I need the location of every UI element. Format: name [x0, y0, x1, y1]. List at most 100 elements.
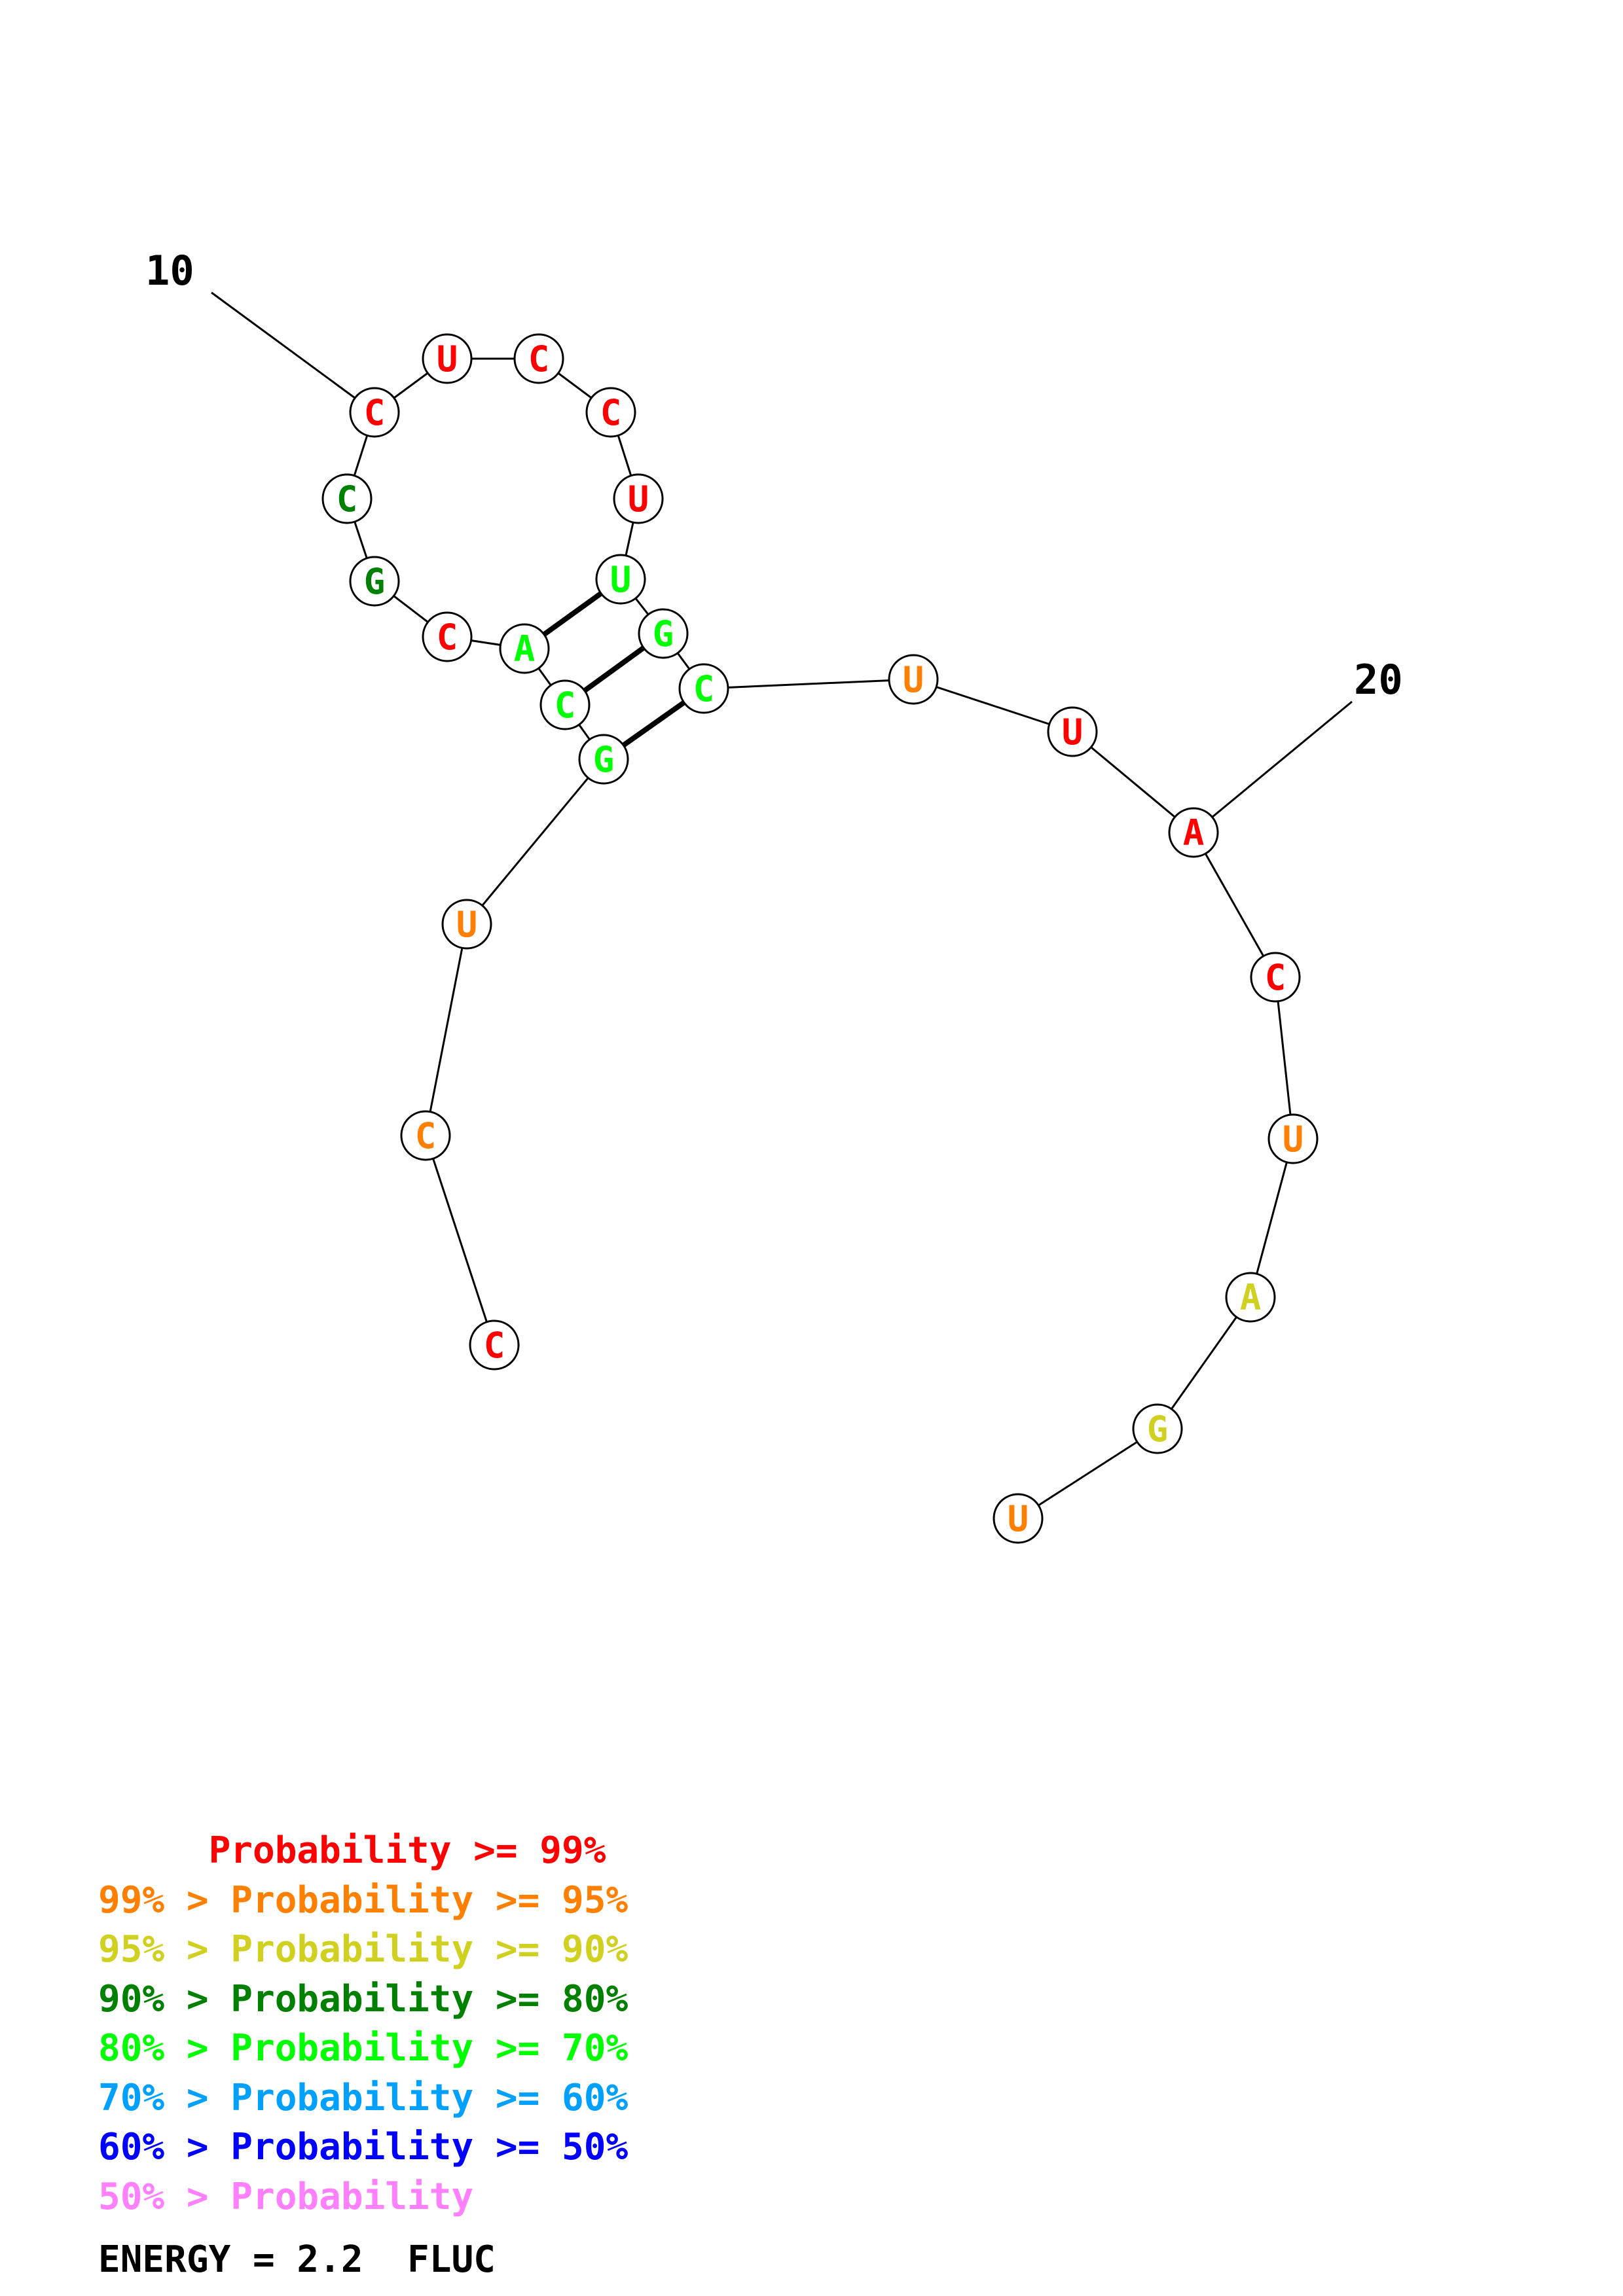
- nucleotide-base: C: [484, 1325, 505, 1366]
- nucleotide: C: [678, 663, 729, 714]
- nucleotide-circle: [513, 333, 564, 384]
- nucleotide-base: U: [610, 559, 632, 600]
- nucleotide-circle: [613, 473, 664, 524]
- nucleotide-base: A: [1183, 812, 1205, 853]
- energy-readout: ENERGY = 2.2 FLUC: [98, 2238, 496, 2281]
- legend-entry: 95% > Probability >= 90%: [98, 1928, 629, 1971]
- nucleotide: G: [1132, 1403, 1183, 1454]
- nucleotide-circle: [422, 333, 473, 384]
- nucleotide-base: U: [1283, 1119, 1304, 1160]
- nucleotide-circle: [595, 554, 646, 605]
- nucleotide-base: U: [1008, 1498, 1029, 1539]
- nucleotide-circle: [1250, 952, 1301, 1003]
- backbone-link: [1156, 1297, 1252, 1429]
- nucleotide-circle: [578, 734, 629, 785]
- position-label-tick: [211, 291, 375, 414]
- nucleotide: C: [539, 679, 591, 730]
- nucleotide: U: [613, 473, 664, 524]
- backbone-link: [424, 1135, 496, 1346]
- legend-entry: 70% > Probability >= 60%: [98, 2076, 629, 2119]
- nucleotide-base: G: [364, 561, 386, 602]
- nucleotide-circle: [1132, 1403, 1183, 1454]
- nucleotide-base: C: [528, 338, 550, 380]
- nucleotide-circle: [585, 387, 636, 438]
- nucleotide-base: C: [1265, 957, 1286, 998]
- nucleotide-base: G: [593, 739, 615, 780]
- nucleotide: G: [638, 608, 689, 659]
- legend-entry: 80% > Probability >= 70%: [98, 2027, 629, 2070]
- nucleotide: C: [422, 611, 473, 662]
- legend-entry: 90% > Probability >= 80%: [98, 1977, 629, 2020]
- nucleotide: C: [585, 387, 636, 438]
- nucleotide: C: [1250, 952, 1301, 1003]
- probability-legend: Probability >= 99% 99% > Probability >= 9…: [98, 1826, 628, 2221]
- base-pair-layer: [522, 577, 706, 762]
- nucleotide-base: C: [555, 685, 576, 726]
- nucleotide: A: [499, 623, 550, 674]
- nucleotide-circle: [349, 556, 400, 607]
- nucleotide-base: A: [514, 628, 536, 670]
- nucleotide-base: U: [456, 904, 478, 945]
- position-label: 10: [145, 247, 194, 295]
- nucleotide: U: [595, 554, 646, 605]
- backbone-link: [1192, 832, 1277, 978]
- nucleotide-base: G: [653, 613, 674, 655]
- nucleotide: G: [349, 556, 400, 607]
- nucleotide: U: [888, 654, 939, 705]
- nucleotide: C: [400, 1110, 451, 1161]
- nucleotide-base: C: [415, 1115, 437, 1157]
- nucleotide-circle: [469, 1319, 520, 1371]
- position-label: 20: [1354, 656, 1403, 704]
- nucleotide-circle: [888, 654, 939, 705]
- nucleotide-circle: [1047, 706, 1098, 757]
- nucleotide-base: C: [437, 617, 458, 658]
- nucleotide-base: U: [1062, 711, 1084, 753]
- legend-entry: Probability >= 99%: [98, 1829, 606, 1872]
- nucleotide-base: U: [437, 338, 458, 380]
- nucleotide-base: U: [628, 478, 649, 520]
- nucleotide-circle: [400, 1110, 451, 1161]
- backbone-link: [1274, 977, 1294, 1139]
- nucleotide: A: [1225, 1272, 1276, 1323]
- nucleotide: U: [993, 1493, 1044, 1544]
- nucleotide: U: [422, 333, 473, 384]
- nucleotide-circle: [499, 623, 550, 674]
- nucleotide-base: C: [600, 392, 622, 433]
- nucleotide-base: C: [337, 478, 358, 520]
- nucleotide-base: C: [364, 392, 386, 433]
- nucleotide-circle: [1267, 1113, 1319, 1164]
- nucleotide: C: [321, 473, 373, 524]
- nucleotide-circle: [678, 663, 729, 714]
- backbone-link: [703, 678, 914, 690]
- nucleotide-circle: [321, 473, 373, 524]
- nucleotide: G: [578, 734, 629, 785]
- legend-entry: 60% > Probability >= 50%: [98, 2126, 629, 2168]
- nucleotide: C: [349, 387, 400, 438]
- nucleotide-base: C: [693, 668, 715, 709]
- position-label-layer: 10 20: [145, 247, 1403, 834]
- nucleotide-circle: [638, 608, 689, 659]
- legend-entry: 99% > Probability >= 95%: [98, 1878, 629, 1922]
- nucleotide-circle: [441, 899, 492, 950]
- nucleotide-circle: [422, 611, 473, 662]
- backbone-link: [913, 678, 1073, 733]
- position-label-tick: [1193, 700, 1353, 834]
- nucleotide: U: [1267, 1113, 1319, 1164]
- nucleotide-base: A: [1240, 1277, 1262, 1318]
- nucleotide-circle: [1168, 807, 1219, 858]
- nucleotide-circle: [1225, 1272, 1276, 1323]
- backbone-link: [1072, 730, 1194, 834]
- backbone-link: [1249, 1138, 1294, 1298]
- nucleotide: C: [469, 1319, 520, 1371]
- nucleotide: C: [513, 333, 564, 384]
- nucleotide: U: [441, 899, 492, 950]
- backbone-link: [1017, 1427, 1158, 1520]
- backbone-link: [424, 924, 468, 1136]
- legend-entry: 50% > Probability: [98, 2175, 474, 2218]
- nucleotide-circle: [993, 1493, 1044, 1544]
- nucleotide-circle: [539, 679, 591, 730]
- nucleotide-base: G: [1147, 1408, 1169, 1450]
- nucleotide-base: U: [903, 659, 924, 700]
